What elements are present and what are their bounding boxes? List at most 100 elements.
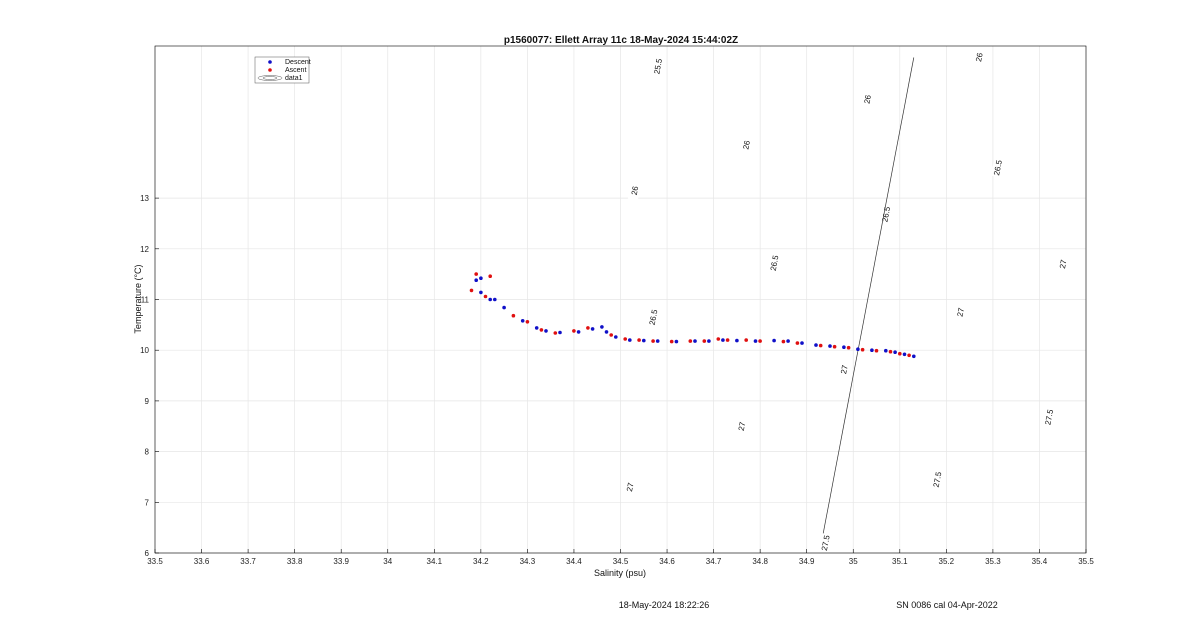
- footer-datetime: 18-May-2024 18:22:26: [619, 600, 710, 610]
- descent-point: [488, 297, 493, 302]
- ascent-point: [725, 338, 730, 342]
- ascent-point: [511, 313, 516, 318]
- x-tick-label: 34.6: [659, 557, 675, 566]
- ascent-point: [716, 337, 721, 341]
- descent-point: [614, 335, 618, 339]
- descent-point: [814, 343, 818, 347]
- y-tick-label: 10: [140, 346, 149, 355]
- legend-ascent-marker: [268, 68, 272, 72]
- descent-point: [600, 325, 604, 329]
- ascent-point: [832, 344, 837, 349]
- x-tick-label: 33.9: [333, 557, 349, 566]
- x-axis-ticks: 33.5 33.6 33.7 33.8 33.9 34 34.1 34.2 34.3 34.4 34…: [147, 549, 1094, 566]
- contour-label: 26.5: [880, 205, 892, 223]
- ascent-point: [744, 338, 748, 342]
- descent-point: [870, 348, 874, 353]
- ascent-point: [572, 329, 576, 333]
- y-tick-label: 7: [145, 498, 150, 507]
- y-tick-label: 11: [141, 296, 150, 305]
- descent-point: [502, 305, 506, 310]
- ascent-point: [907, 353, 911, 358]
- chart-title: p1560077: Ellett Array 11c 18-May-2024 1…: [504, 35, 738, 46]
- descent-point: [828, 344, 832, 348]
- descent-point: [721, 338, 725, 342]
- descent-point: [493, 297, 497, 302]
- descent-point: [912, 354, 916, 359]
- y-tick-label: 8: [145, 448, 150, 457]
- descent-point: [544, 329, 548, 333]
- y-axis-label: Temperature (°C): [133, 264, 143, 333]
- x-tick-label: 34.1: [427, 557, 443, 566]
- density-contours: 25.5 26 26 26 26 26.5 26.5 26.5 26.5 27 27 27 27 27 27…: [623, 47, 1070, 553]
- contour-label: 26: [630, 185, 641, 196]
- contour-label: 26.5: [769, 254, 781, 272]
- descent-point: [642, 338, 646, 343]
- x-tick-label: 33.6: [194, 557, 210, 566]
- ascent-point: [623, 337, 627, 341]
- descent-point: [842, 345, 846, 350]
- contour-label: 27: [1058, 258, 1069, 269]
- contour-label: 26: [862, 94, 873, 105]
- contour-label: 27: [956, 307, 967, 318]
- ascent-point: [860, 347, 865, 352]
- ascent-point: [758, 339, 762, 343]
- contour-label: 25.5: [652, 57, 664, 75]
- descent-point: [520, 319, 525, 323]
- y-tick-label: 6: [145, 549, 150, 558]
- x-tick-label: 34.3: [520, 557, 536, 566]
- contour-label: 27: [737, 421, 748, 432]
- descent-point: [753, 339, 758, 343]
- ascent-point: [553, 331, 558, 335]
- contour-label: 26.5: [648, 308, 660, 326]
- x-tick-label: 35.4: [1032, 557, 1048, 566]
- x-tick-label: 34.2: [473, 557, 489, 566]
- descent-point: [558, 330, 562, 335]
- ascent-point: [474, 272, 479, 276]
- contour-label: 26.5: [992, 159, 1004, 177]
- ascent-point: [874, 348, 879, 353]
- descent-point: [902, 352, 907, 357]
- legend-descent-marker: [268, 60, 272, 64]
- data-points: [469, 272, 916, 359]
- ascent-point: [525, 320, 530, 324]
- contour-label: 27.5: [932, 471, 944, 489]
- descent-point: [856, 347, 860, 352]
- ascent-point: [637, 338, 641, 342]
- ascent-point: [609, 333, 613, 337]
- y-tick-label: 9: [145, 397, 150, 406]
- descent-point: [479, 276, 483, 281]
- ascent-point: [586, 326, 590, 330]
- descent-point: [772, 338, 776, 343]
- y-tick-label: 13: [140, 194, 149, 203]
- descent-point: [674, 339, 679, 344]
- contour-label: 27: [839, 364, 850, 375]
- x-tick-label: 33.7: [240, 557, 256, 566]
- descent-point: [693, 339, 697, 343]
- descent-point: [628, 338, 632, 342]
- x-tick-label: 34.4: [566, 557, 582, 566]
- ascent-point: [702, 339, 707, 343]
- x-tick-label: 34.8: [752, 557, 768, 566]
- descent-point: [893, 350, 897, 355]
- descent-point: [479, 290, 483, 295]
- x-tick-label: 35.2: [939, 557, 955, 566]
- y-axis-ticks: 6 7 8 9 10 11 12 13: [140, 194, 159, 558]
- ascent-point: [539, 328, 544, 332]
- y-tick-label: 12: [140, 245, 149, 254]
- descent-point: [534, 326, 539, 330]
- descent-point: [590, 327, 595, 331]
- x-tick-label: 34.9: [799, 557, 815, 566]
- contour-line-27: [820, 57, 915, 547]
- descent-point: [576, 330, 581, 334]
- x-tick-label: 35.5: [1078, 557, 1094, 566]
- footer-serial: SN 0086 cal 04-Apr-2022: [896, 600, 998, 610]
- legend-ascent-label: Ascent: [285, 67, 306, 74]
- legend: Descent Ascent data1: [254, 56, 311, 84]
- x-axis-label: Salinity (psu): [594, 568, 646, 578]
- x-tick-label: 34.5: [613, 557, 629, 566]
- legend-data1-marker: [257, 75, 283, 81]
- x-tick-label: 35.1: [892, 557, 908, 566]
- ascent-point: [898, 351, 902, 356]
- x-tick-label: 35: [849, 557, 858, 566]
